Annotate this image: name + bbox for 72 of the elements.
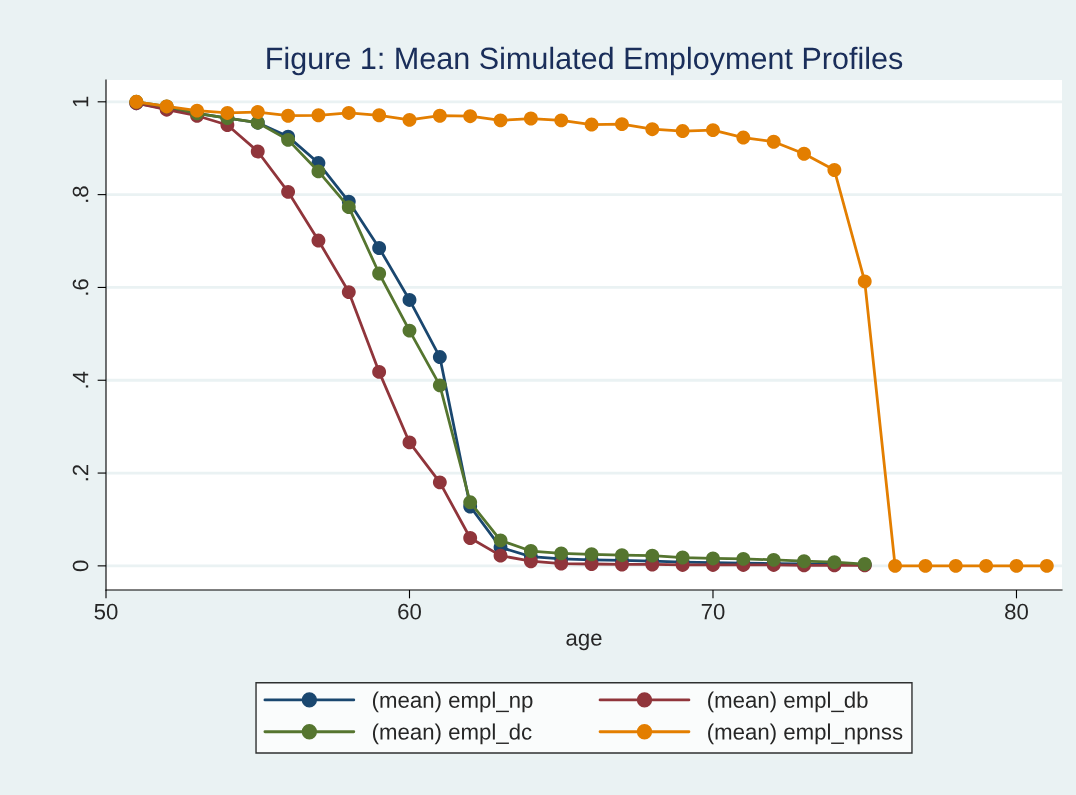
point (554, 546, 569, 561)
point (372, 241, 387, 255)
point (341, 285, 356, 300)
y-tick-label: .6 (72, 279, 89, 295)
y-tick-label: .2 (72, 464, 89, 481)
point (918, 558, 933, 573)
point (584, 117, 599, 132)
point (493, 533, 508, 548)
point (402, 112, 417, 127)
point (797, 146, 811, 161)
point (432, 350, 447, 364)
point (341, 106, 356, 120)
y-tick-label: 0 (72, 560, 89, 572)
point (463, 495, 478, 510)
point (1039, 558, 1054, 573)
legend-label: (mean) empl_npnss (708, 723, 903, 745)
point (402, 435, 417, 450)
legend-label: (mean) empl_dc (372, 723, 532, 745)
point (493, 548, 508, 563)
x-tick-label: 60 (398, 603, 421, 620)
point (1009, 558, 1024, 573)
point (281, 184, 296, 199)
point (706, 551, 720, 566)
point (220, 106, 235, 120)
y-tick-label: .8 (72, 186, 89, 202)
x-tick-label: 50 (94, 603, 118, 620)
point (493, 113, 508, 128)
chart-title: Figure 1: Mean Simulated Employment Profiles (267, 46, 903, 76)
point (250, 105, 265, 119)
point (736, 130, 751, 145)
x-tick-label: 80 (1005, 603, 1028, 620)
x-tick-label: 70 (701, 603, 725, 620)
point (311, 233, 326, 248)
point (706, 123, 720, 138)
point (554, 113, 569, 128)
point (341, 200, 356, 215)
point (523, 544, 538, 558)
point (857, 274, 872, 289)
point (402, 293, 417, 307)
point (827, 163, 842, 177)
legend-label: (mean) empl_np (372, 691, 533, 713)
point (250, 144, 265, 159)
point (463, 109, 478, 124)
point (311, 108, 326, 123)
point (584, 547, 599, 562)
point (675, 550, 690, 565)
point (523, 111, 538, 126)
point (432, 378, 447, 393)
y-tick-label: .4 (72, 371, 89, 388)
point (645, 122, 660, 137)
point (888, 558, 903, 573)
point (402, 323, 417, 338)
point (372, 364, 387, 379)
point (614, 117, 629, 132)
point (614, 548, 629, 563)
point (281, 108, 296, 123)
x-axis-title: age (566, 633, 602, 651)
point (432, 475, 447, 490)
legend-label: (mean) empl_db (708, 691, 868, 713)
point (432, 108, 447, 123)
point (645, 548, 660, 563)
point (372, 266, 387, 281)
point (948, 558, 963, 573)
y-tick-label: 1 (72, 96, 89, 107)
point (766, 552, 781, 567)
point (979, 558, 994, 573)
point (372, 108, 387, 123)
point (766, 134, 781, 149)
point (736, 551, 751, 566)
point (463, 531, 478, 545)
point (675, 124, 690, 138)
point (311, 164, 326, 179)
